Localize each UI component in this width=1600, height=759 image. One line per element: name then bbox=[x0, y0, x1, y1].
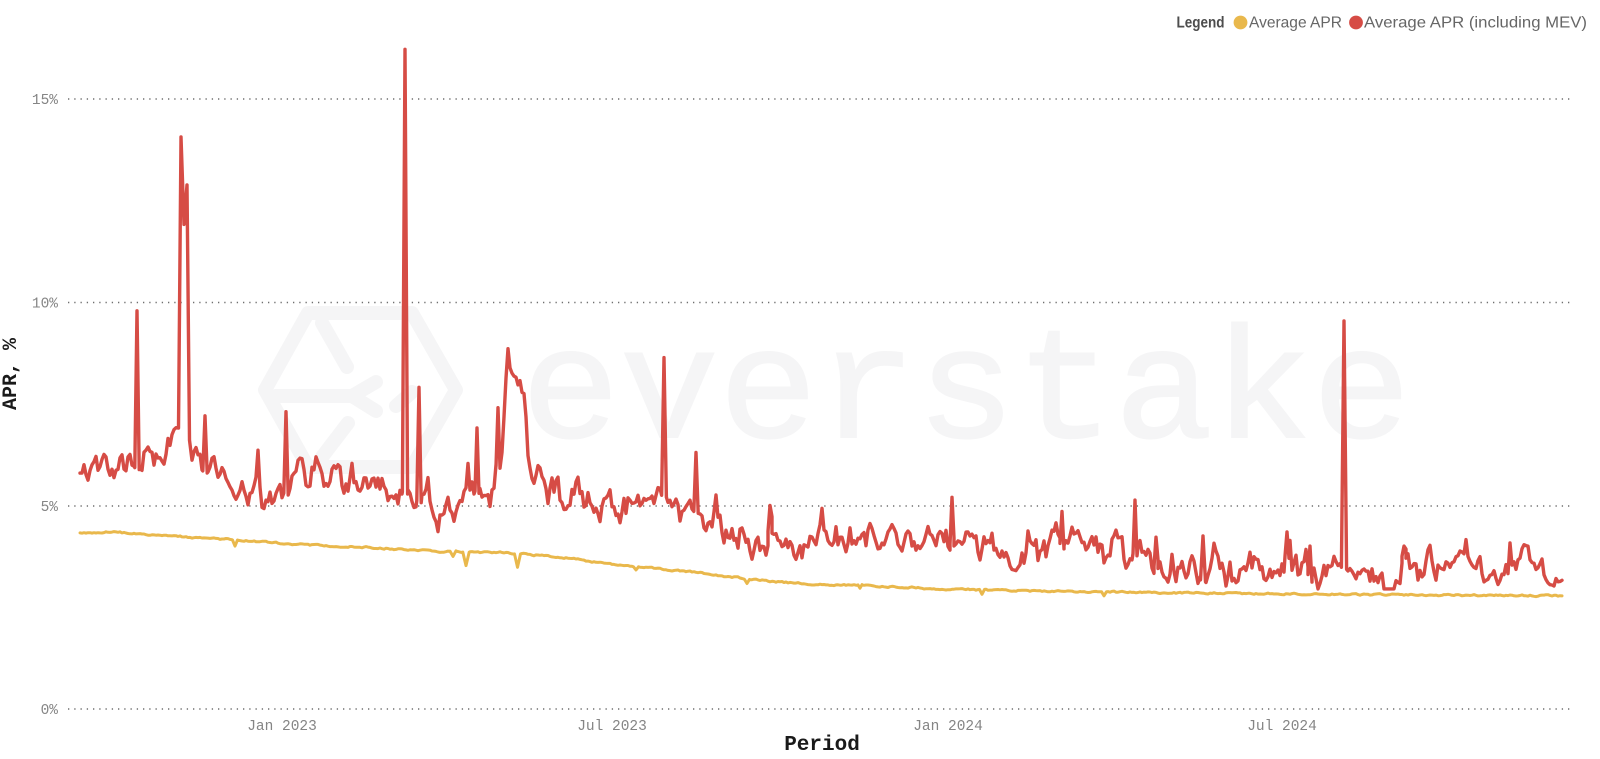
svg-text:Jan 2024: Jan 2024 bbox=[913, 719, 983, 735]
svg-text:Jan 2023: Jan 2023 bbox=[247, 719, 317, 735]
svg-text:APR, %: APR, % bbox=[0, 337, 23, 410]
svg-text:15%: 15% bbox=[32, 93, 58, 109]
svg-text:0%: 0% bbox=[41, 703, 59, 719]
svg-text:Legend: Legend bbox=[1177, 15, 1225, 32]
svg-text:Average APR (including MEV): Average APR (including MEV) bbox=[1364, 15, 1587, 32]
svg-text:Period: Period bbox=[784, 734, 860, 757]
svg-text:10%: 10% bbox=[32, 297, 58, 313]
svg-text:Jul 2024: Jul 2024 bbox=[1247, 719, 1317, 735]
svg-text:5%: 5% bbox=[41, 500, 59, 516]
svg-text:Jul 2023: Jul 2023 bbox=[577, 719, 647, 735]
svg-text:everstake: everstake bbox=[521, 306, 1411, 485]
svg-text:Average APR: Average APR bbox=[1249, 15, 1342, 32]
